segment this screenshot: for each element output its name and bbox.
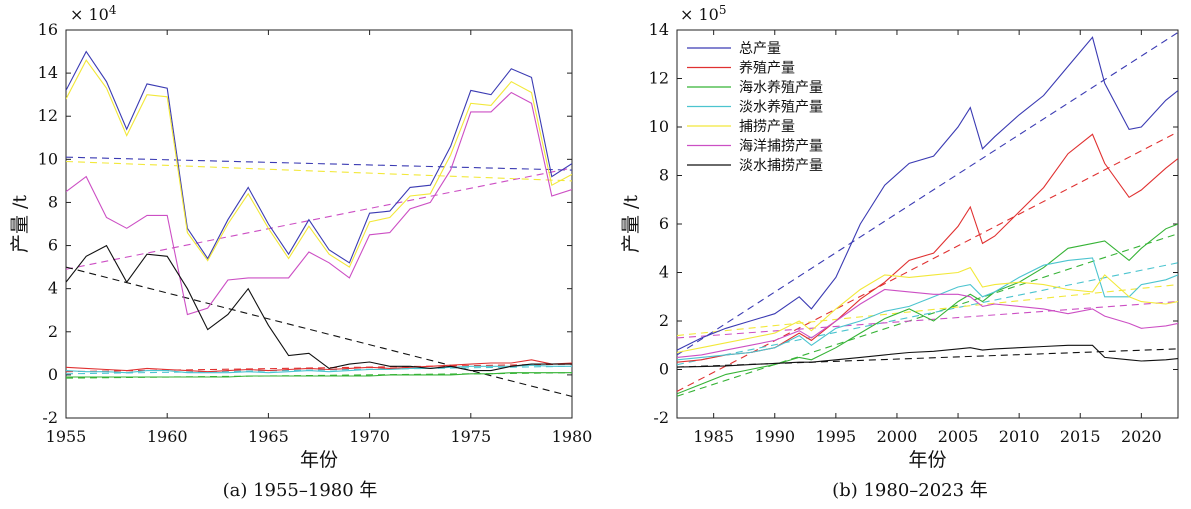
plot-frame	[65, 29, 573, 419]
series-line-marine_culture	[677, 223, 1178, 395]
legend-label: 淡水捕捞产量	[739, 158, 823, 174]
series-line-marine_culture	[66, 372, 572, 378]
y-tick-label: 12	[38, 106, 58, 125]
y-tick-label: 2	[659, 311, 669, 330]
y-tick-label: -2	[653, 408, 669, 427]
y-tick-label: 4	[659, 263, 669, 282]
y-exponent-label: × 104	[70, 3, 117, 24]
x-tick-label: 2010	[999, 427, 1040, 446]
x-tick-label: 2005	[938, 427, 979, 446]
y-tick-label: 6	[48, 236, 58, 255]
y-tick-label: 6	[659, 214, 669, 233]
legend-label: 养殖产量	[739, 60, 795, 77]
y-axis-title: 产量 /t	[9, 195, 31, 253]
series-line-culture	[66, 359, 572, 373]
x-axis-title: 年份	[908, 449, 946, 471]
series-line-fishing	[66, 59, 572, 268]
x-tick-label: 1980	[552, 427, 593, 446]
y-tick-label: 0	[659, 360, 669, 379]
plot-area	[66, 50, 572, 397]
trend-line-1	[677, 131, 1178, 392]
x-tick-label: 1990	[754, 427, 795, 446]
series-line-freshwater_culture	[677, 257, 1178, 361]
y-tick-label: 0	[48, 365, 58, 384]
y-tick-label: -2	[42, 408, 58, 427]
chart-panel-b: 1985 1990 1995 2000 2005 2010 2015 2020 -2 0 2 4 6 8 1…	[620, 3, 1179, 501]
x-tick-label: 2000	[877, 427, 918, 446]
y-tick-label: 14	[649, 20, 669, 39]
legend-label: 海水养殖产量	[739, 79, 823, 96]
x-tick-label: 1995	[815, 427, 856, 446]
series-line-fishing	[677, 266, 1178, 354]
panel-caption: (b) 1980–2023 年	[832, 480, 988, 501]
legend-label: 总产量	[739, 41, 781, 57]
y-axis-title: 产量 /t	[620, 195, 642, 253]
y-tick-label: 14	[38, 63, 58, 82]
y-tick-label: 10	[38, 149, 58, 168]
x-tick-label: 1960	[147, 427, 188, 446]
y-tick-label: 10	[649, 117, 669, 136]
series-line-freshwater_fishing	[66, 244, 572, 372]
legend-label: 海洋捕捞产量	[739, 139, 823, 155]
series-line-marine_fishing	[677, 288, 1178, 358]
y-exponent-label: × 105	[680, 3, 727, 24]
trend-line-0	[677, 31, 1178, 356]
x-tick-label: 1955	[46, 427, 87, 446]
trend-line-2	[66, 167, 572, 270]
legend-label: 捕捞产量	[739, 119, 795, 135]
chart-panel-a: 1955 1960 1965 1970 1975 1980 -2 0 2 4 6 8 10 12 14 16 ×…	[9, 3, 592, 501]
legend-label: 淡水养殖产量	[739, 99, 823, 116]
series-line-freshwater_fishing	[677, 344, 1178, 368]
series-line-total	[66, 50, 572, 264]
series-line-freshwater_culture	[66, 364, 572, 374]
trend-line-0	[66, 156, 572, 171]
trend-line-3	[66, 266, 572, 397]
y-tick-label: 4	[48, 279, 58, 298]
x-axis-title: 年份	[300, 449, 338, 471]
x-tick-label: 1985	[693, 427, 734, 446]
series-line-marine_fishing	[66, 91, 572, 316]
trend-line-3	[677, 262, 1178, 366]
y-tick-label: 2	[48, 322, 58, 341]
trend-line-5	[66, 365, 572, 375]
plot-area	[677, 31, 1178, 397]
x-tick-label: 2015	[1060, 427, 1101, 446]
y-tick-label: 12	[649, 69, 669, 88]
y-tick-label: 16	[38, 20, 58, 39]
x-tick-label: 1970	[349, 427, 390, 446]
x-tick-label: 1975	[450, 427, 491, 446]
trend-line-2	[677, 233, 1178, 397]
series-line-total	[677, 36, 1178, 351]
panel-caption: (a) 1955–1980 年	[223, 480, 378, 501]
trend-line-1	[66, 160, 572, 182]
x-tick-label: 2020	[1121, 427, 1162, 446]
x-tick-label: 1965	[248, 427, 289, 446]
y-tick-label: 8	[48, 192, 58, 211]
y-tick-label: 8	[659, 166, 669, 185]
